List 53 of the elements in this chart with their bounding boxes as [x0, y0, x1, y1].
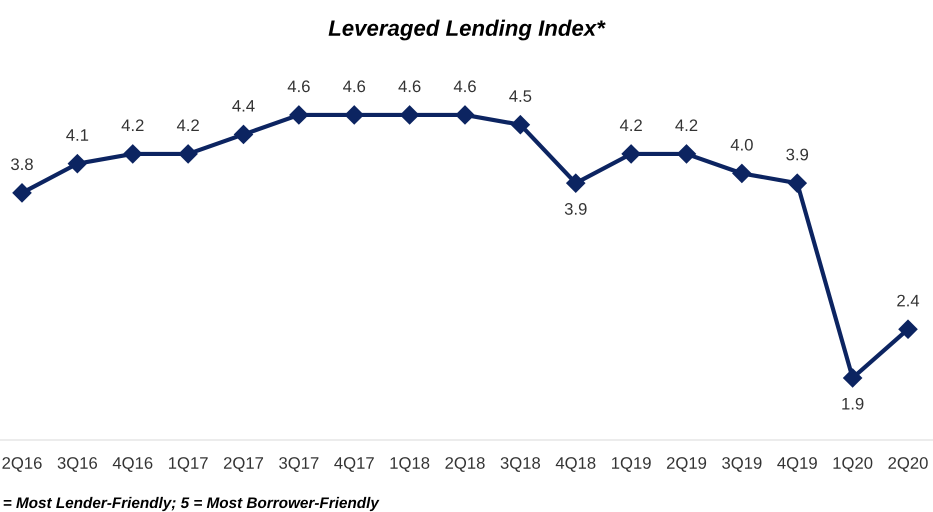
x-tick-label: 3Q18 — [500, 457, 540, 472]
point — [622, 144, 641, 164]
point — [289, 105, 308, 124]
point — [898, 320, 918, 339]
data-label: 4.6 — [288, 80, 310, 92]
point — [676, 144, 696, 164]
x-tick-label: 2Q18 — [445, 457, 485, 472]
x-tick-label: 1Q17 — [169, 457, 208, 472]
data-label: 4.2 — [675, 119, 698, 132]
x-tick-label: 1Q18 — [390, 457, 430, 472]
chart-title: Leveraged Lending Index* — [328, 20, 606, 40]
data-label: 4.6 — [454, 80, 476, 92]
point — [455, 105, 475, 124]
point — [510, 115, 530, 134]
data-label: 1.9 — [842, 398, 864, 410]
text: = Most Lender-Friendly; 5 = Most Borrower-Friendly — [4, 496, 380, 512]
data-label: 4.2 — [122, 119, 144, 132]
point — [566, 174, 586, 193]
x-tick-label: 2Q16 — [2, 457, 42, 472]
point — [732, 164, 752, 183]
point — [178, 144, 198, 164]
x-tick-label: 2Q17 — [224, 457, 264, 472]
data-label: 4.5 — [509, 90, 532, 102]
data-label: 3.9 — [786, 148, 808, 160]
data-label: 4.0 — [730, 138, 753, 151]
data-label: 4.6 — [343, 80, 366, 92]
x-tick-label: 1Q20 — [834, 457, 872, 472]
point — [68, 154, 87, 174]
x-tick-label: 2Q19 — [666, 457, 706, 472]
data-label: 2.4 — [897, 294, 920, 306]
data-label: 4.2 — [176, 119, 199, 132]
x-tick-label: 4Q17 — [334, 457, 374, 472]
x-tick-label: 2Q20 — [888, 457, 928, 472]
data-label: 4.2 — [620, 119, 642, 132]
data-label: 3.8 — [11, 158, 33, 170]
point — [344, 105, 364, 124]
point — [234, 124, 254, 144]
point — [400, 105, 420, 124]
x-tick-label: 3Q16 — [58, 457, 98, 472]
point — [843, 368, 862, 388]
x-tick-label: 3Q17 — [279, 457, 318, 472]
x-tick-label: 1Q19 — [612, 457, 651, 472]
x-tick-label: 4Q19 — [777, 457, 817, 472]
data-label: 4.6 — [398, 80, 420, 92]
point — [12, 183, 32, 202]
x-tick-label: 4Q16 — [112, 457, 152, 472]
data-label: 4.1 — [66, 129, 88, 141]
data-label: 3.9 — [564, 203, 587, 215]
x-tick-label: 3Q19 — [722, 457, 762, 472]
point — [788, 174, 807, 193]
point — [123, 144, 142, 164]
x-tick-label: 4Q18 — [556, 457, 596, 472]
data-label: 4.4 — [232, 100, 255, 112]
